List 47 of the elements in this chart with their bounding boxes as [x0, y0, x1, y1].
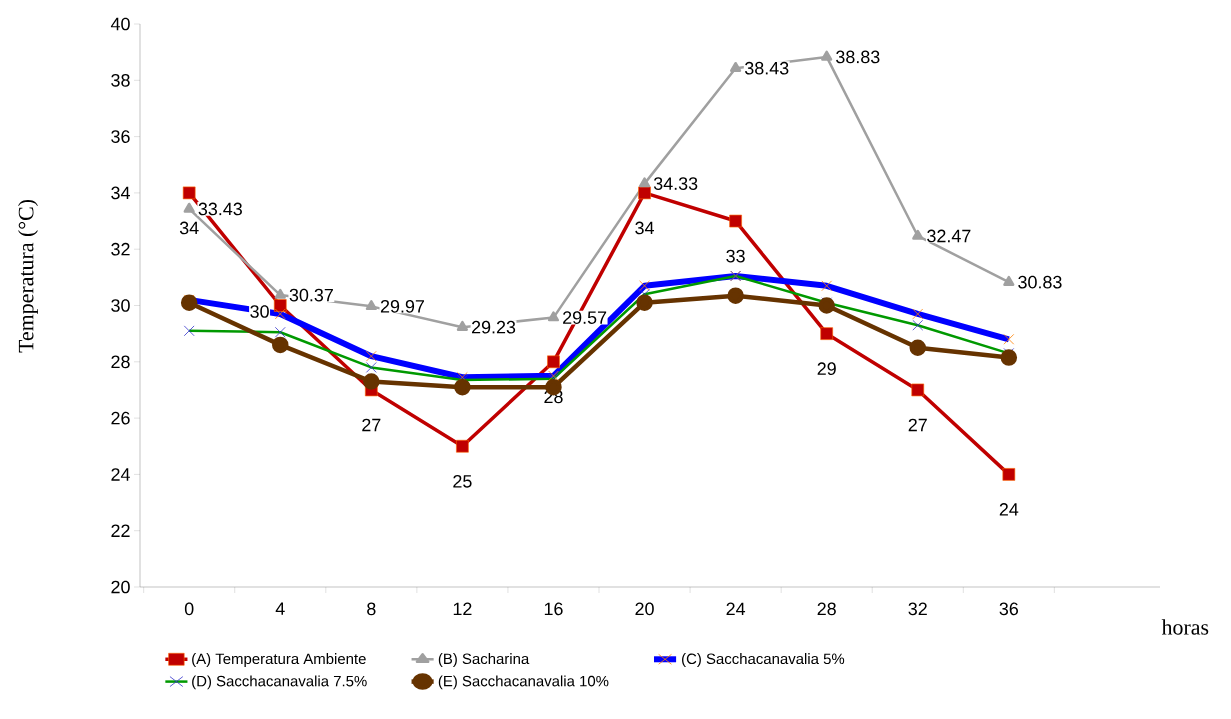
- data-label: 34: [635, 221, 654, 235]
- data-label: 38.43: [745, 61, 789, 75]
- data-label: 27: [362, 418, 381, 432]
- data-label: 30: [250, 305, 269, 318]
- y-tick-label: 22: [111, 524, 130, 537]
- y-tick-label: 40: [110, 17, 130, 31]
- data-label: 30.83: [1018, 275, 1062, 289]
- legend-label: (E) Sacchacanavalia 10%: [438, 675, 609, 690]
- data-label: 29: [817, 362, 836, 376]
- x-tick-label: 12: [453, 602, 472, 616]
- data-label: 25: [453, 474, 472, 488]
- x-tick-label: 4: [275, 602, 285, 615]
- data-label: 34.33: [653, 177, 698, 190]
- data-label: 29.57: [563, 311, 607, 324]
- data-label: 30.37: [289, 288, 333, 302]
- y-tick-label: 38: [111, 73, 130, 87]
- y-tick-label: 30: [111, 299, 130, 312]
- legend-label: (C) Sacchacanavalia 5%: [682, 653, 845, 668]
- legend-label: (B) Sacharina: [438, 653, 530, 668]
- y-tick-label: 36: [111, 130, 130, 143]
- x-tick-label: 36: [999, 602, 1019, 616]
- data-label: 29.23: [472, 320, 516, 334]
- y-axis-title: Temperatura (°C): [18, 199, 38, 353]
- data-label: 29.97: [380, 299, 424, 313]
- y-tick-label: 32: [111, 242, 130, 256]
- x-axis-title: horas: [1161, 619, 1209, 635]
- y-tick-label: 34: [111, 186, 130, 200]
- data-label: 38.83: [836, 50, 880, 64]
- y-tick-label: 26: [111, 411, 130, 425]
- data-label: 33: [726, 249, 745, 263]
- y-tick-label: 28: [111, 355, 130, 369]
- x-tick-label: 20: [635, 602, 654, 616]
- x-tick-label: 16: [544, 602, 563, 616]
- legend-label: (A) Temperatura Ambiente: [192, 653, 366, 668]
- y-tick-label: 20: [111, 580, 130, 594]
- x-tick-label: 28: [817, 602, 836, 616]
- x-tick-label: 8: [367, 602, 376, 616]
- x-tick-label: 32: [908, 602, 927, 616]
- data-label: 24: [999, 503, 1019, 516]
- data-label: 27: [908, 418, 927, 432]
- data-label: 33.43: [198, 202, 242, 216]
- x-tick-label: 24: [726, 602, 746, 616]
- y-tick-label: 24: [111, 468, 130, 481]
- x-tick-label: 0: [184, 602, 194, 616]
- data-label: 34: [179, 221, 199, 235]
- data-label: 32.47: [927, 229, 971, 243]
- legend-label: (D) Sacchacanavalia 7.5%: [192, 675, 367, 690]
